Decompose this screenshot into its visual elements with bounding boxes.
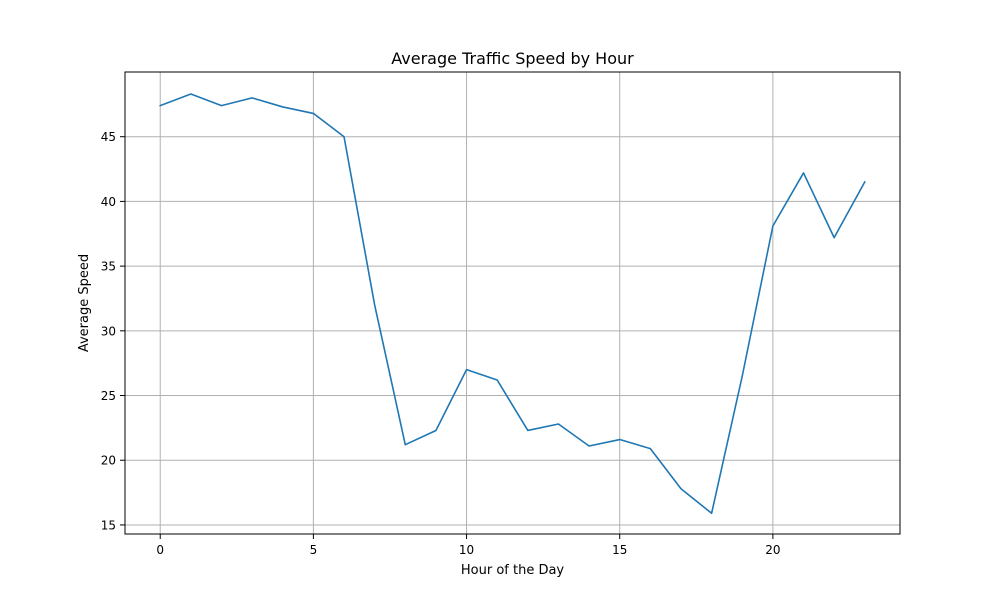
x-axis-label: Hour of the Day — [461, 563, 565, 578]
y-tick-label: 45 — [101, 130, 116, 144]
grid-lines — [125, 72, 900, 534]
y-tick-label: 20 — [101, 454, 116, 468]
y-tick-label: 35 — [101, 260, 116, 274]
axis-ticks: 0 5 10 15 20 15 20 25 30 35 40 45 — [101, 130, 781, 557]
x-tick-label: 10 — [459, 543, 474, 557]
y-tick-label: 30 — [101, 324, 116, 338]
y-axis-label: Average Speed — [77, 254, 92, 352]
y-tick-label: 40 — [101, 195, 116, 209]
series-line-speed — [159, 93, 866, 515]
plot-area-frame — [124, 71, 901, 535]
x-tick-label: 20 — [765, 543, 780, 557]
y-tick-label: 15 — [101, 518, 116, 532]
x-tick-label: 5 — [310, 543, 318, 557]
chart-title: Average Traffic Speed by Hour — [391, 49, 634, 68]
x-tick-label: 0 — [156, 543, 164, 557]
x-tick-label: 15 — [612, 543, 627, 557]
y-tick-label: 25 — [101, 389, 116, 403]
series-lines — [159, 93, 866, 515]
